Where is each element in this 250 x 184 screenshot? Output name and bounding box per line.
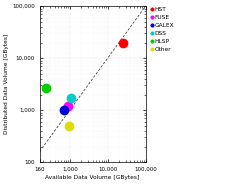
Legend: HST, FUSE, GALEX, DSS, HLSP, Other: HST, FUSE, GALEX, DSS, HLSP, Other	[150, 6, 175, 52]
X-axis label: Available Data Volume [GBytes]: Available Data Volume [GBytes]	[45, 175, 140, 180]
Point	[121, 41, 125, 44]
Point	[67, 124, 71, 127]
Point	[66, 105, 70, 107]
Y-axis label: Distributed Data Volume [GBytes]: Distributed Data Volume [GBytes]	[4, 34, 9, 134]
Point	[62, 109, 66, 112]
Point	[44, 86, 48, 89]
Point	[69, 97, 73, 100]
